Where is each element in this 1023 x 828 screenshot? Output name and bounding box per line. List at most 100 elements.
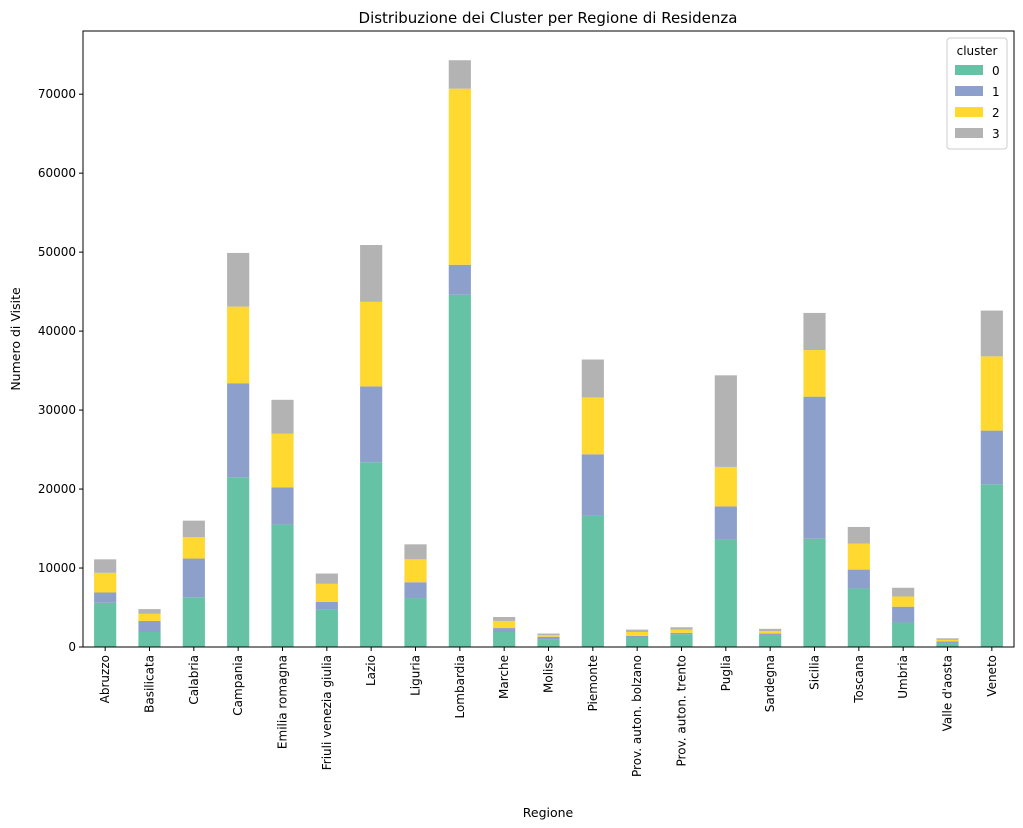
bar-segment xyxy=(892,596,915,607)
bar-segment xyxy=(670,627,693,630)
bar-segment xyxy=(581,454,604,516)
bar-segment xyxy=(493,620,516,629)
x-tick-label: Prov. auton. bolzano xyxy=(630,655,644,777)
x-tick-label: Umbria xyxy=(896,655,910,699)
bar-segment xyxy=(404,544,427,560)
bar-segment xyxy=(138,609,161,614)
bar-segment xyxy=(980,356,1003,431)
y-tick-label: 10000 xyxy=(38,561,76,575)
bar-segment xyxy=(94,572,117,593)
x-tick-label: Valle d'aosta xyxy=(941,655,955,731)
bar-segment xyxy=(714,539,737,647)
y-tick-label: 70000 xyxy=(38,87,76,101)
bar-segment xyxy=(227,477,250,647)
bar-segment xyxy=(936,639,959,642)
x-tick-label: Lazio xyxy=(364,655,378,686)
bar-segment xyxy=(847,543,870,570)
bar-segment xyxy=(227,306,250,384)
y-tick-label: 50000 xyxy=(38,245,76,259)
bar-segment xyxy=(448,60,471,89)
x-tick-label: Abruzzo xyxy=(98,655,112,703)
bar-segment xyxy=(227,252,250,307)
y-tick-label: 20000 xyxy=(38,482,76,496)
legend-swatch xyxy=(955,65,983,75)
bar-segment xyxy=(404,582,427,599)
bar-segment xyxy=(182,520,205,538)
plot-area-frame xyxy=(82,30,1015,648)
x-tick-label: Toscana xyxy=(852,655,866,704)
bar-segment xyxy=(138,613,161,621)
bar-segment xyxy=(493,616,516,621)
bar-segment xyxy=(315,601,338,610)
bar-segment xyxy=(892,606,915,623)
legend-title: cluster xyxy=(957,44,998,58)
bar-segment xyxy=(448,294,471,647)
bar-segment xyxy=(404,559,427,583)
legend-swatch xyxy=(955,86,983,96)
bar-segment xyxy=(714,506,737,540)
legend-swatch xyxy=(955,107,983,117)
bar-segment xyxy=(892,587,915,597)
bar-segment xyxy=(360,386,383,463)
x-tick-label: Basilicata xyxy=(143,655,157,713)
bar-segment xyxy=(271,433,294,488)
x-tick-label: Veneto xyxy=(985,655,999,697)
x-tick-label: Liguria xyxy=(409,655,423,696)
bar-segment xyxy=(670,629,693,633)
bar-segment xyxy=(581,515,604,647)
bar-segment xyxy=(847,526,870,544)
bar-segment xyxy=(759,635,782,647)
bar-segment xyxy=(759,628,782,632)
x-tick-label: Friuli venezia giulia xyxy=(320,655,334,770)
bar-segment xyxy=(138,631,161,647)
x-tick-label: Sardegna xyxy=(763,655,777,712)
bar-segment xyxy=(936,641,959,644)
bar-segment xyxy=(581,359,604,398)
bar-segment xyxy=(360,301,383,387)
bar-segment xyxy=(182,597,205,647)
legend-label: 2 xyxy=(992,106,1000,120)
legend-label: 0 xyxy=(992,64,1000,78)
bar-segment xyxy=(404,598,427,647)
x-tick-label: Emilia romagna xyxy=(276,655,290,749)
chart-title: Distribuzione dei Cluster per Regione di… xyxy=(359,9,738,27)
bar-segment xyxy=(94,592,117,603)
legend-label: 3 xyxy=(992,127,1000,141)
bar-segment xyxy=(537,635,560,637)
bar-segment xyxy=(803,538,826,647)
bar-segment xyxy=(581,397,604,455)
bar-segment xyxy=(182,558,205,598)
bar-segment xyxy=(714,375,737,467)
bar-segment xyxy=(271,524,294,647)
legend: cluster 0 1 2 3 xyxy=(946,37,1008,150)
bar-segment xyxy=(537,633,560,636)
bar-segment xyxy=(892,622,915,647)
bar-segment xyxy=(626,631,649,636)
x-tick-label: Sicilia xyxy=(808,655,822,690)
x-tick-label: Calabria xyxy=(187,655,201,705)
bar-segment xyxy=(315,583,338,602)
bar-segment xyxy=(847,569,870,589)
bar-segment xyxy=(980,484,1003,647)
bar-segment xyxy=(759,631,782,634)
bar-segment xyxy=(448,264,471,295)
bar-segment xyxy=(360,462,383,647)
x-tick-label: Lombardia xyxy=(453,655,467,719)
bar-segment xyxy=(271,399,294,434)
bar-segment xyxy=(493,628,516,632)
bar-segment xyxy=(936,643,959,647)
bar-segment xyxy=(227,383,250,478)
bar-segment xyxy=(626,637,649,647)
legend-swatch xyxy=(955,128,983,138)
y-tick-label: 0 xyxy=(68,640,76,654)
x-tick-label: Marche xyxy=(497,655,511,699)
bar-segment xyxy=(759,633,782,636)
bar-segment xyxy=(980,310,1003,357)
bar-segment xyxy=(936,638,959,640)
bar-segment xyxy=(315,573,338,584)
bar-segment xyxy=(315,609,338,647)
bar-segment xyxy=(980,430,1003,485)
bar-segment xyxy=(360,245,383,302)
bar-segment xyxy=(182,537,205,559)
bar-segment xyxy=(94,602,117,647)
